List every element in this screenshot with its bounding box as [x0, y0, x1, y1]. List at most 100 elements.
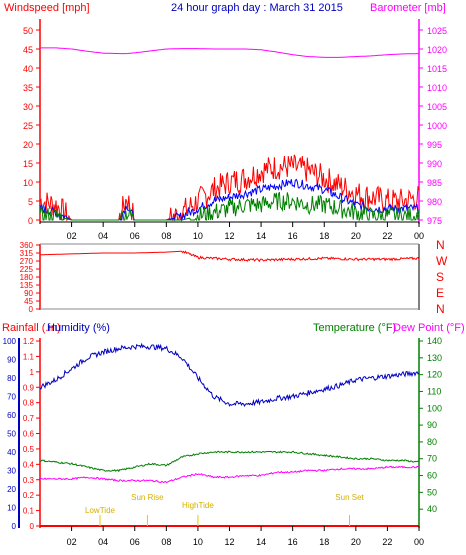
x-tick-label: 14 [256, 231, 266, 241]
temp-tick-label: 80 [427, 437, 437, 447]
x-tick-label: 10 [193, 537, 203, 547]
temp-tick-label: 90 [427, 420, 437, 430]
temp-tick-label: 140 [427, 336, 442, 346]
x-tick-label: 02 [67, 231, 77, 241]
barometer-axis-title: Barometer [mb] [370, 2, 446, 14]
humidity-tick-label: 30 [7, 467, 16, 476]
compass-label: N [436, 238, 445, 252]
wind-tick-label: 20 [23, 140, 33, 150]
baro-tick-label: 1000 [427, 121, 447, 131]
chart-title: 24 hour graph day : March 31 2015 [171, 2, 343, 14]
series-line-wind-direction [39, 250, 420, 263]
wind-tick-label: 45 [23, 45, 33, 55]
rain-tick-label: 0.3 [23, 476, 35, 485]
rain-tick-label: 0.6 [23, 430, 35, 439]
temp-tick-label: 60 [427, 471, 437, 481]
x-tick-label: 12 [224, 537, 234, 547]
annotation-label: Sun Rise [131, 493, 164, 502]
series-line-temperature [39, 450, 420, 473]
rain-tick-label: 0.5 [23, 445, 35, 454]
rain-tick-label: 0.8 [23, 399, 35, 408]
wind-tick-label: 50 [23, 26, 33, 36]
x-tick-label: 10 [193, 231, 203, 241]
baro-tick-label: 1010 [427, 83, 447, 93]
wind-tick-label: 0 [28, 216, 33, 226]
baro-tick-label: 990 [427, 159, 442, 169]
dewpoint-axis-title: Dew Point (°F) [393, 322, 465, 334]
x-tick-label: 20 [351, 231, 361, 241]
dir-tick-label: 225 [20, 265, 34, 274]
humidity-tick-label: 60 [7, 411, 16, 420]
dir-tick-label: 180 [20, 273, 34, 282]
x-tick-label: 12 [224, 231, 234, 241]
humidity-tick-label: 90 [7, 356, 16, 365]
series-line-humidity [39, 342, 420, 407]
temp-tick-label: 40 [427, 504, 437, 514]
x-tick-label: 06 [130, 537, 140, 547]
humidity-tick-label: 40 [7, 448, 16, 457]
wind-tick-label: 15 [23, 159, 33, 169]
annotation-label: HighTide [182, 501, 214, 510]
x-tick-label: 22 [382, 231, 392, 241]
dir-tick-label: 0 [29, 305, 34, 314]
baro-tick-label: 995 [427, 140, 442, 150]
rain-tick-label: 0.2 [23, 491, 35, 500]
baro-tick-label: 1015 [427, 64, 447, 74]
baro-tick-label: 985 [427, 178, 442, 188]
temperature-axis-title: Temperature (°F) [313, 322, 396, 334]
wind-tick-label: 35 [23, 83, 33, 93]
rainfall-axis-title: Rainfall (.in) [2, 322, 61, 334]
annotation-label: LowTide [85, 506, 115, 515]
x-tick-label: 18 [319, 231, 329, 241]
annotation-label: Sun Set [335, 493, 364, 502]
x-tick-label: 18 [319, 537, 329, 547]
x-tick-label: 04 [98, 231, 108, 241]
x-tick-label: 20 [351, 537, 361, 547]
wind-tick-label: 40 [23, 64, 33, 74]
humidity-tick-label: 0 [12, 522, 17, 531]
rain-tick-label: 1 [30, 368, 35, 377]
compass-label: S [436, 270, 444, 284]
dir-tick-label: 315 [20, 249, 34, 258]
compass-label: E [436, 286, 444, 300]
baro-tick-label: 1020 [427, 45, 447, 55]
wind-tick-label: 30 [23, 102, 33, 112]
baro-tick-label: 1005 [427, 102, 447, 112]
temp-tick-label: 50 [427, 487, 437, 497]
x-tick-label: 08 [161, 231, 171, 241]
dir-tick-label: 45 [24, 297, 33, 306]
rain-tick-label: 0.7 [23, 414, 35, 423]
rain-tick-label: 0 [30, 522, 35, 531]
x-tick-label: 00 [414, 537, 424, 547]
x-tick-label: 22 [382, 537, 392, 547]
humidity-tick-label: 80 [7, 374, 16, 383]
series-line-barometer [40, 47, 419, 58]
x-tick-label: 02 [67, 537, 77, 547]
humidity-axis-title: Humidity (%) [47, 322, 110, 334]
baro-tick-label: 980 [427, 197, 442, 207]
humidity-tick-label: 50 [7, 430, 16, 439]
rain-tick-label: 1.2 [23, 337, 35, 346]
x-tick-label: 04 [98, 537, 108, 547]
temp-tick-label: 70 [427, 454, 437, 464]
humidity-tick-label: 100 [3, 337, 17, 346]
x-tick-label: 00 [414, 231, 424, 241]
rain-tick-label: 1.1 [23, 352, 35, 361]
wind-tick-label: 10 [23, 178, 33, 188]
wind-tick-label: 25 [23, 121, 33, 131]
series-line-dew-point [39, 465, 420, 484]
x-tick-label: 16 [288, 231, 298, 241]
dir-tick-label: 90 [24, 289, 33, 298]
rain-tick-label: 0.4 [23, 460, 35, 469]
baro-tick-label: 1025 [427, 26, 447, 36]
temp-humidity-chart: Rainfall (.in) Humidity (%) Temperature … [2, 322, 465, 547]
rain-tick-label: 0.9 [23, 383, 35, 392]
x-tick-label: 06 [130, 231, 140, 241]
wind-tick-label: 5 [28, 197, 33, 207]
series-line-lull [39, 191, 420, 222]
dir-tick-label: 360 [20, 241, 34, 250]
x-tick-label: 08 [161, 537, 171, 547]
